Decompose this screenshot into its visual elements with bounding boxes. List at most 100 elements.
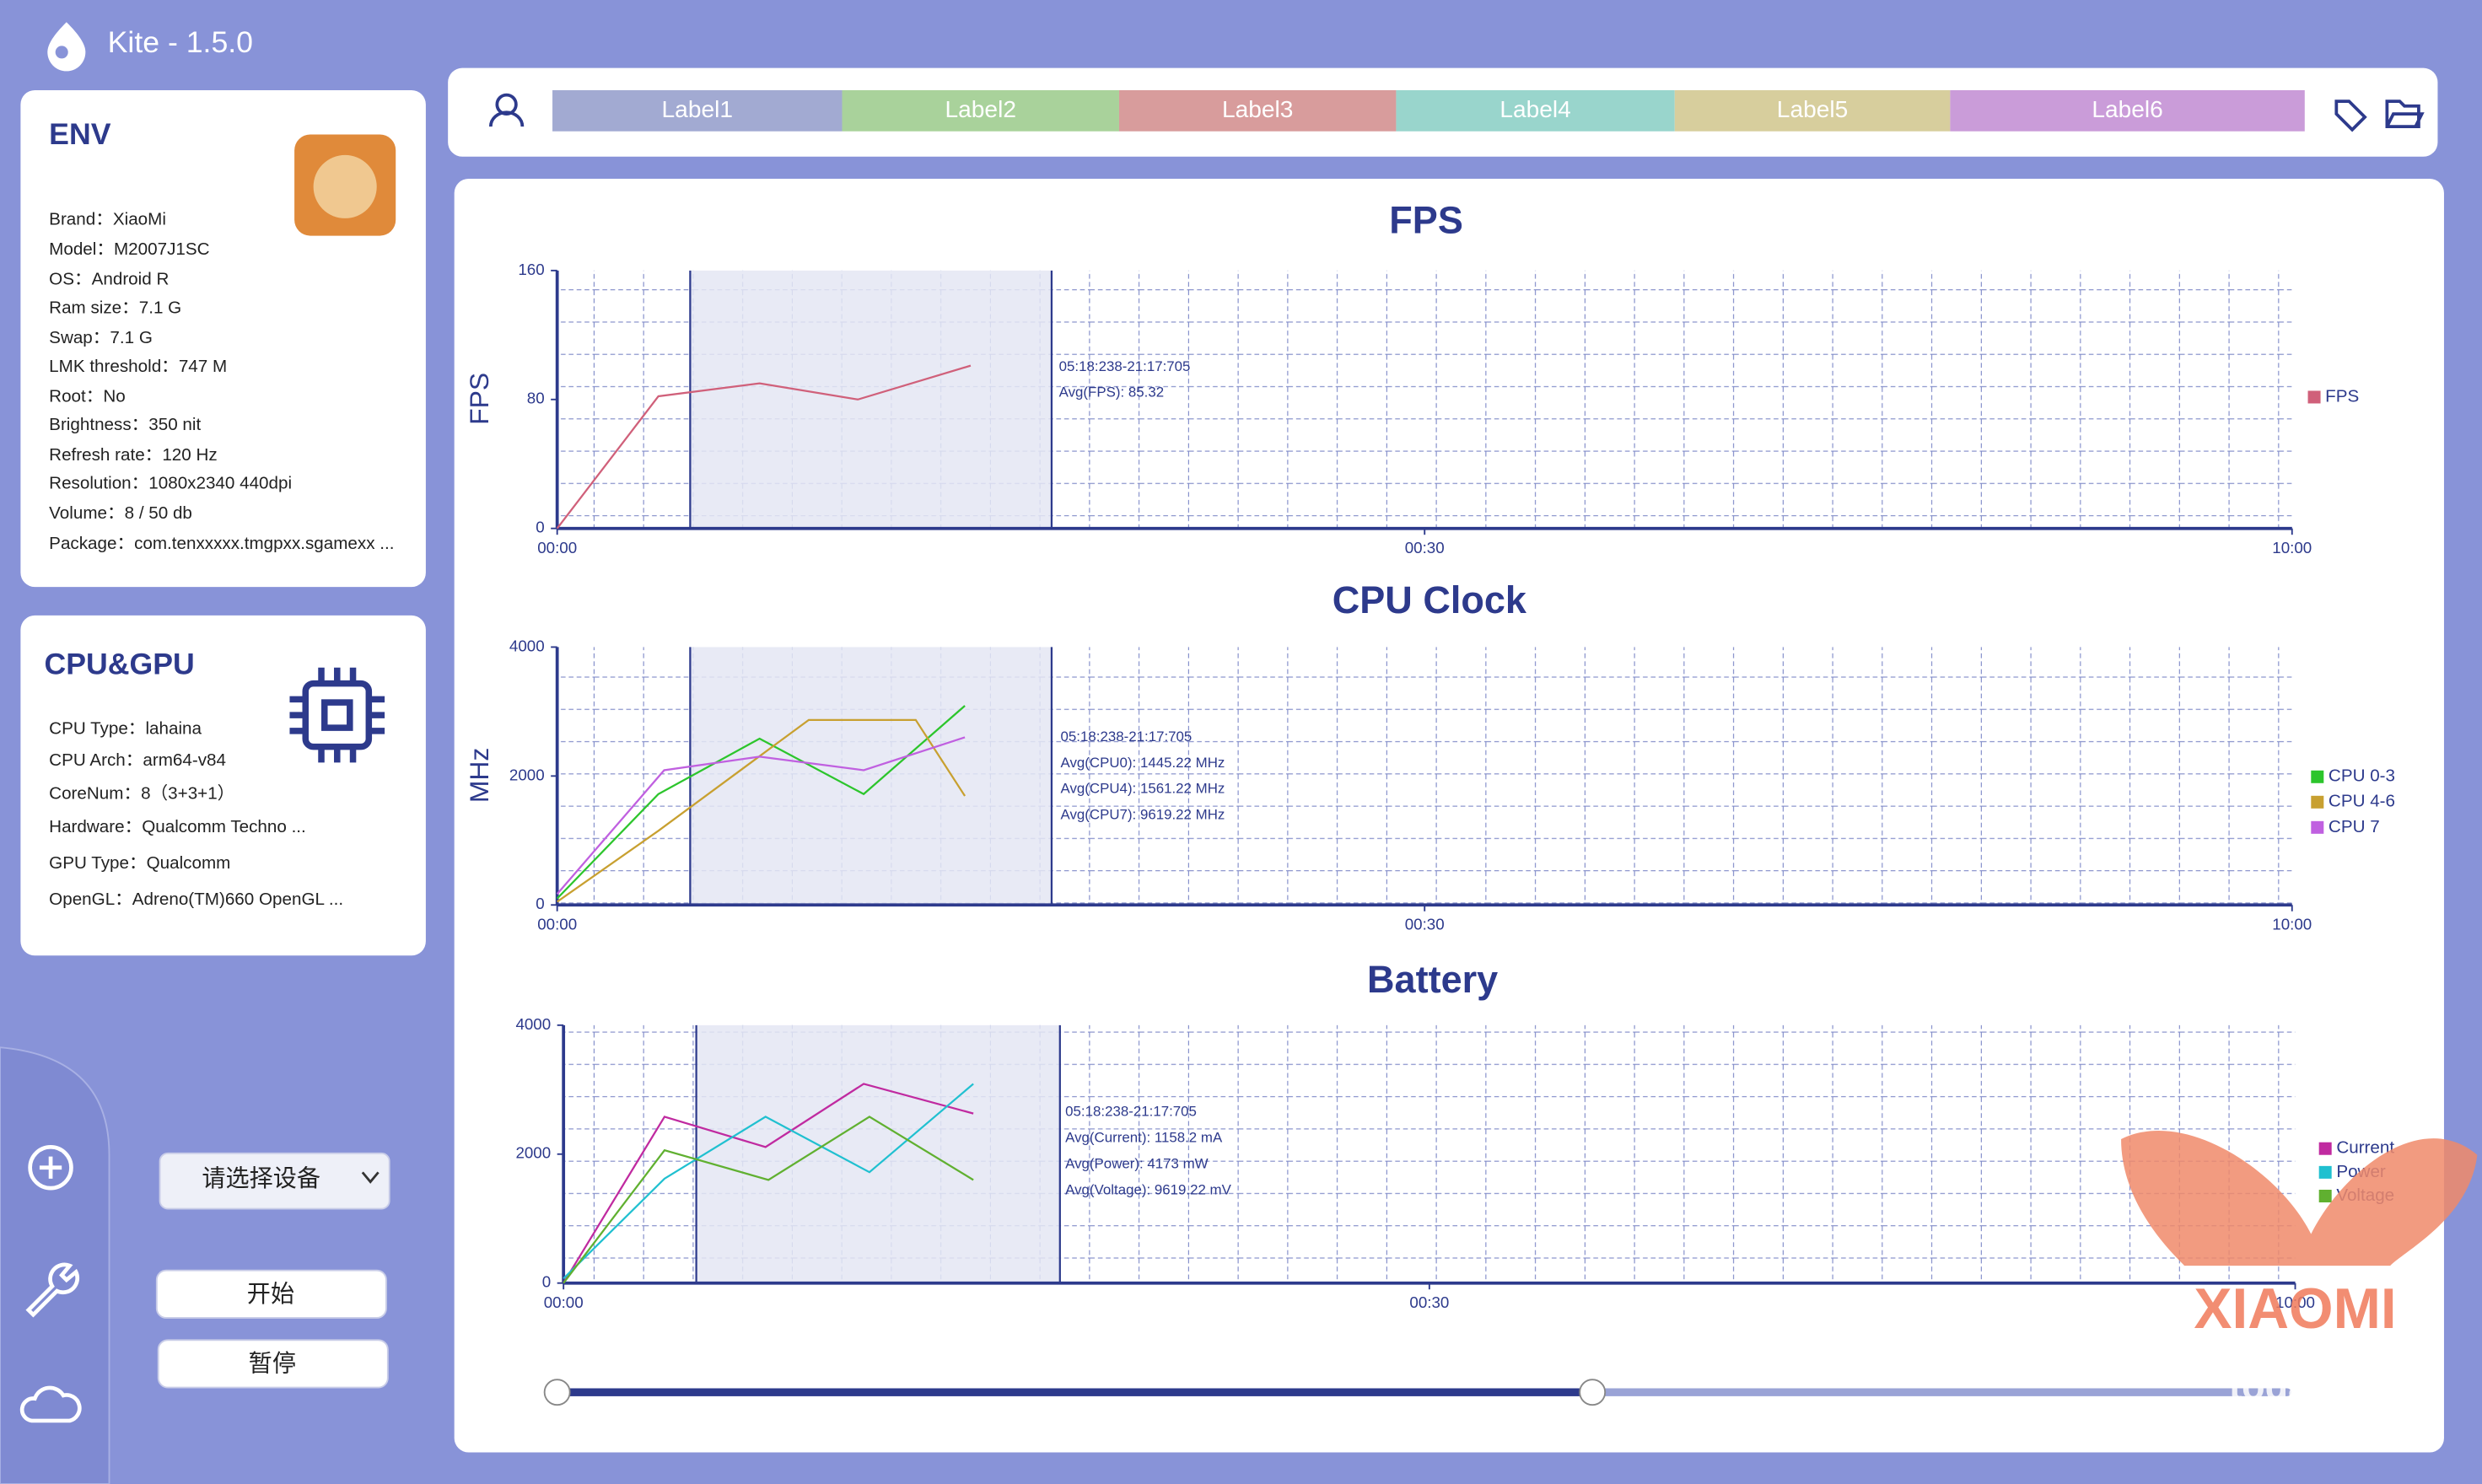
start-button-text: 开始 — [247, 1281, 294, 1307]
legend-swatch — [2307, 390, 2321, 404]
env-item: Refresh rate：120 Hz — [49, 445, 217, 465]
y-tick-label: 2000 — [515, 1144, 551, 1162]
legend-swatch — [2318, 1142, 2332, 1155]
env-item: Volume：8 / 50 db — [49, 503, 192, 523]
legend-label: CPU 7 — [2329, 817, 2380, 836]
selection-area — [696, 1024, 1060, 1283]
y-tick-label: 80 — [527, 390, 545, 407]
user-icon[interactable] — [488, 93, 525, 127]
cpu-gpu-item: CPU Arch：arm64-v84 — [49, 750, 226, 770]
tag-button[interactable] — [2334, 99, 2367, 132]
x-tick-label: 00:30 — [1409, 1293, 1449, 1311]
cpu-gpu-item: Hardware：Qualcomm Techno ... — [49, 817, 306, 836]
sidebar — [0, 1046, 110, 1484]
env-item: Brand：XiaoMi — [49, 209, 166, 229]
label-tab[interactable]: Label3 — [1118, 89, 1397, 132]
label-tab[interactable]: Label2 — [842, 89, 1119, 132]
annotation: Avg(FPS): 85.32 — [1059, 384, 1164, 401]
chart-title: FPS — [1389, 198, 1463, 241]
x-tick-label: 10:00 — [2272, 916, 2312, 933]
annotation: Avg(CPU4): 1561.22 MHz — [1061, 781, 1225, 797]
annotation: Avg(Voltage): 9619.22 mV — [1065, 1181, 1231, 1197]
watermark-logo — [2121, 1130, 2478, 1266]
env-title: ENV — [49, 117, 111, 151]
watermark-text: XIAOMI — [2194, 1277, 2396, 1341]
label-tab[interactable]: Label6 — [1950, 89, 2305, 132]
x-tick-label: 00:00 — [537, 916, 577, 933]
series-line — [563, 1083, 974, 1280]
y-tick-label: 0 — [536, 895, 544, 912]
label-swatch — [1118, 89, 1397, 132]
env-item: LMK threshold：747 M — [49, 357, 227, 376]
game-icon-face — [313, 154, 377, 218]
env-item: Swap：7.1 G — [49, 328, 153, 347]
cpu-gpu-item: GPU Type：Qualcomm — [49, 853, 230, 873]
series-line — [563, 1116, 974, 1284]
watermark-subtext: today.it — [2229, 1364, 2361, 1407]
legend-label: CPU 0-3 — [2329, 766, 2395, 786]
x-tick-label: 10:00 — [2275, 1293, 2315, 1311]
env-item: Package：com.tenxxxxx.tmgpxx.sgamexx ... — [49, 534, 394, 553]
series-line — [556, 705, 966, 900]
x-tick-label: 10:00 — [2272, 539, 2312, 556]
y-tick-label: 4000 — [509, 637, 545, 654]
label-swatch — [1950, 89, 2305, 132]
env-item: Model：M2007J1SC — [49, 239, 209, 259]
legend-label: FPS — [2325, 386, 2359, 406]
label-text: Label6 — [2092, 96, 2162, 122]
selection-area — [690, 270, 1052, 529]
series-line — [556, 736, 966, 895]
env-item: Brightness：350 nit — [49, 415, 201, 434]
series-line — [557, 718, 966, 903]
selection-area — [690, 647, 1052, 906]
settings-button[interactable] — [25, 1262, 80, 1318]
pause-button-text: 暂停 — [249, 1351, 296, 1377]
label-swatch — [552, 89, 843, 132]
y-axis-label: MHz — [464, 748, 494, 804]
cloud-button[interactable] — [19, 1385, 82, 1423]
annotation: Avg(Current): 1158.2 mA — [1065, 1129, 1223, 1145]
legend-swatch — [2311, 795, 2324, 809]
folder-button[interactable] — [2385, 99, 2425, 128]
y-tick-label: 0 — [542, 1273, 551, 1291]
annotation: Avg(CPU0): 1445.22 MHz — [1061, 755, 1225, 771]
chip-icon — [289, 667, 385, 763]
time-slider[interactable] — [543, 1379, 2291, 1406]
annotation: Avg(CPU7): 9619.22 MHz — [1061, 807, 1225, 823]
label-text: Label5 — [1777, 96, 1848, 122]
device-select[interactable]: 请选择设备 — [159, 1152, 390, 1210]
env-item: Resolution：1080x2340 440dpi — [49, 474, 292, 493]
app-logo — [47, 22, 86, 72]
label-text: Label1 — [662, 96, 733, 122]
y-tick-label: 0 — [536, 519, 544, 536]
y-tick-label: 160 — [518, 261, 544, 278]
label-text: Label4 — [1499, 96, 1570, 122]
legend-swatch — [2318, 1190, 2332, 1203]
legend-swatch — [2311, 770, 2324, 783]
label-swatch — [842, 89, 1119, 132]
chart: CPU Clock MHz 0 2000 4000 00:00 00:30 10:00 CPU … — [464, 578, 2395, 933]
chart: Battery02000400000:0000:3010:00CurrentPo… — [515, 958, 2394, 1311]
add-button[interactable] — [28, 1144, 73, 1191]
pause-button[interactable]: 暂停 — [157, 1339, 389, 1389]
label-tab[interactable]: Label1 — [552, 89, 843, 132]
start-button[interactable]: 开始 — [155, 1269, 387, 1319]
label-tab[interactable]: Label5 — [1674, 89, 1951, 132]
label-text: Label2 — [945, 96, 1016, 122]
x-tick-label: 00:00 — [544, 1293, 584, 1311]
y-tick-label: 2000 — [509, 766, 545, 783]
cpu-gpu-item: CoreNum：8（3+3+1） — [49, 783, 234, 803]
device-select-text: 请选择设备 — [202, 1165, 320, 1191]
label-swatch — [1396, 89, 1675, 132]
annotation: 05:18:238-21:17:705 — [1061, 729, 1193, 745]
annotation: Avg(Power): 4173 mW — [1065, 1155, 1209, 1171]
label-tab[interactable]: Label4 — [1396, 89, 1675, 132]
env-item: OS：Android R — [49, 270, 169, 289]
cpu-gpu-item: CPU Type：lahaina — [49, 718, 202, 738]
series-line — [563, 1083, 974, 1284]
watermark: XIAOMI today.it — [2121, 1130, 2478, 1407]
annotation: 05:18:238-21:17:705 — [1059, 358, 1191, 374]
env-item: Ram size：7.1 G — [49, 298, 181, 317]
